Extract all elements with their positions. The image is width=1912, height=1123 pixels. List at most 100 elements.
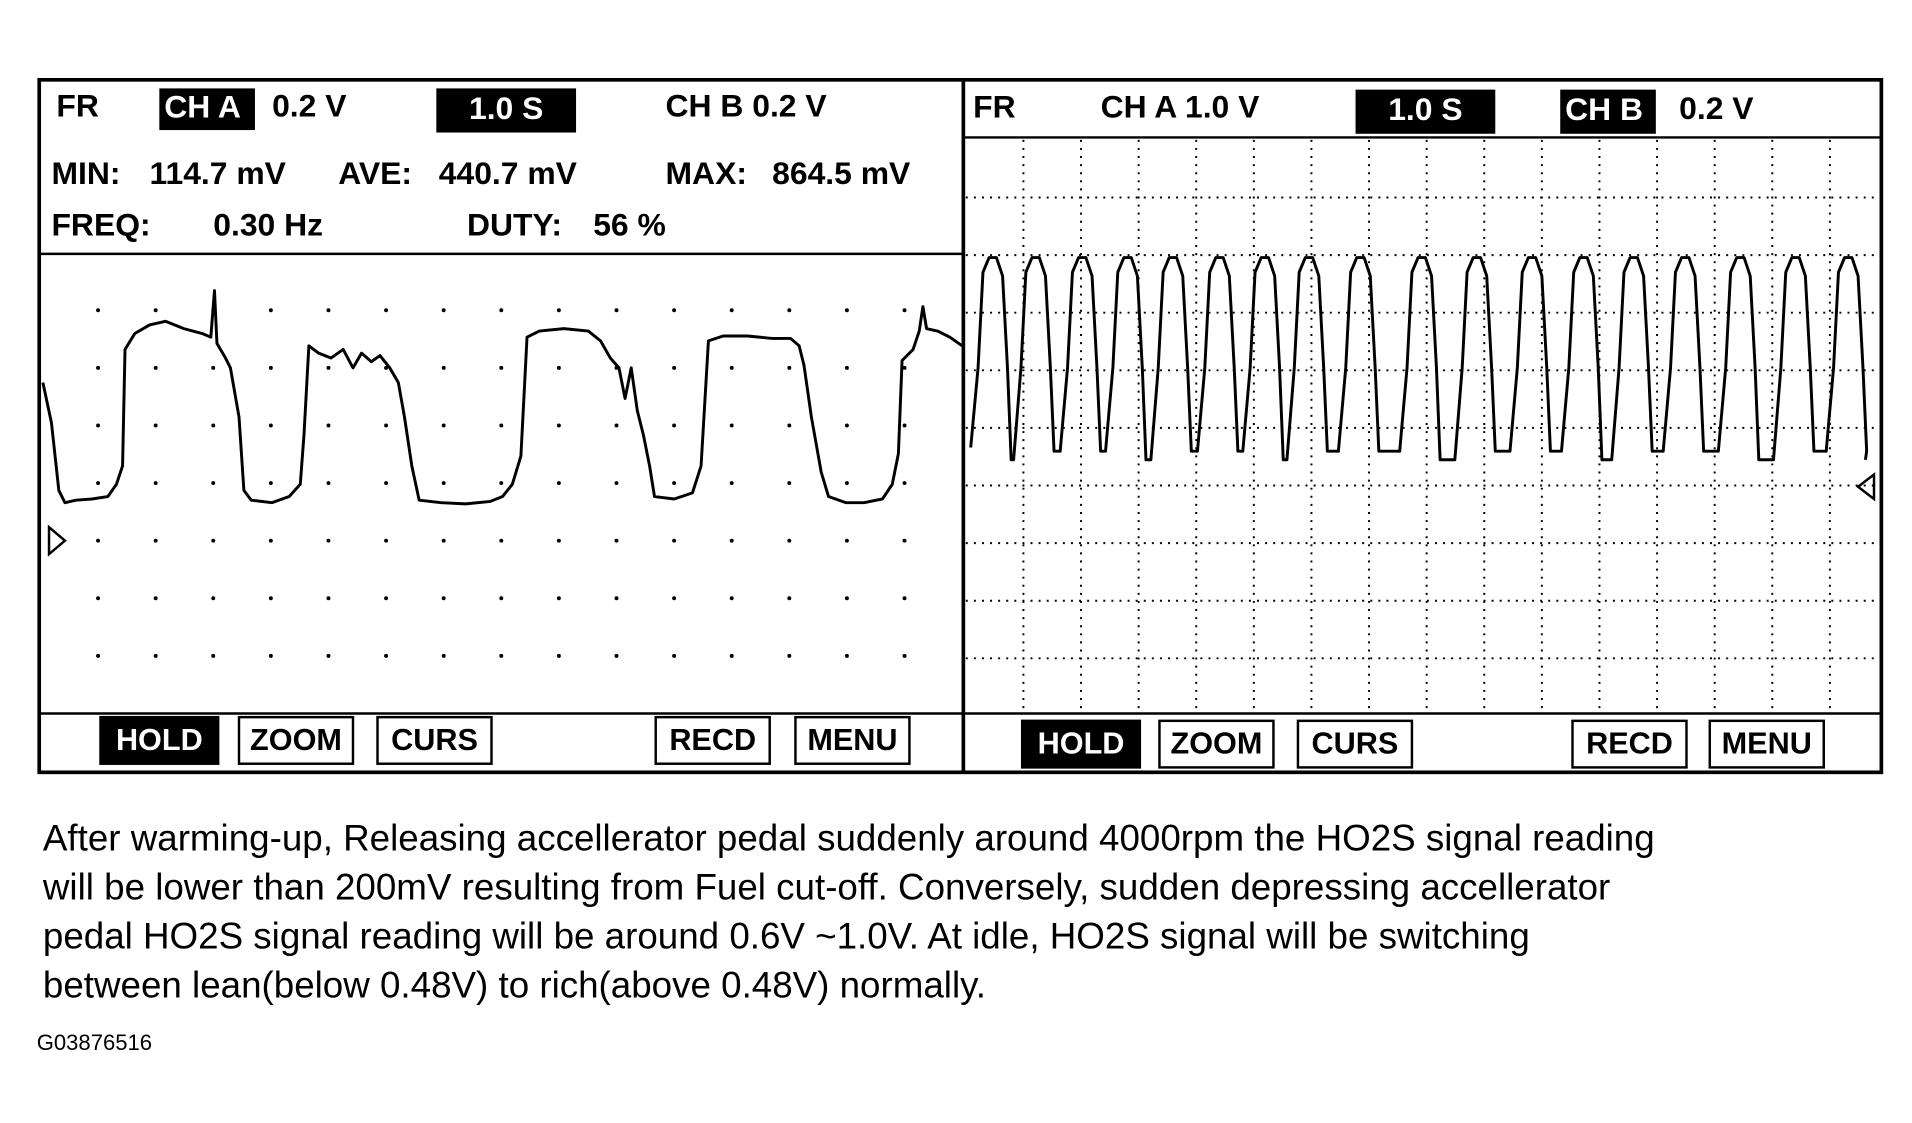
grid-dot bbox=[384, 423, 389, 428]
grid-dot bbox=[902, 596, 907, 601]
channel-label: CH B bbox=[1565, 91, 1643, 127]
button-box bbox=[237, 715, 355, 765]
grid-dot bbox=[729, 308, 734, 313]
grid-dot bbox=[556, 538, 561, 543]
grid-dot bbox=[211, 538, 216, 543]
grid-dot bbox=[499, 308, 504, 313]
button-label[interactable]: ZOOM bbox=[1171, 726, 1263, 760]
grid-dot bbox=[441, 423, 446, 428]
button-label[interactable]: MENU bbox=[807, 723, 897, 757]
button-bar: HOLD ZOOM CURS RECD MENU HOLD ZOOM CURS RECD MENU bbox=[99, 715, 1825, 769]
grid-dot bbox=[268, 481, 273, 486]
grid-dot bbox=[729, 538, 734, 543]
grid-dot bbox=[556, 308, 561, 313]
button-box bbox=[1708, 719, 1825, 769]
grids bbox=[96, 139, 1879, 712]
grid-dot bbox=[153, 365, 158, 370]
grid-dot bbox=[787, 653, 792, 658]
grid-dot bbox=[441, 596, 446, 601]
channel-label: CH A bbox=[164, 89, 241, 125]
stat-value: 114.7 mV bbox=[150, 155, 287, 191]
grid-dot bbox=[326, 653, 331, 658]
caption-line: between lean(below 0.48V) to rich(above … bbox=[43, 965, 986, 1006]
button-label[interactable]: HOLD bbox=[116, 723, 203, 757]
grid-dot bbox=[556, 365, 561, 370]
grid-dot bbox=[384, 365, 389, 370]
button-box bbox=[1296, 719, 1414, 769]
grid-dot bbox=[441, 653, 446, 658]
button-label[interactable]: MENU bbox=[1722, 726, 1812, 760]
grid-dot bbox=[672, 423, 677, 428]
outer-frame bbox=[37, 77, 1884, 775]
grid-dot bbox=[153, 423, 158, 428]
grid-dot bbox=[787, 365, 792, 370]
stat-label: FREQ: bbox=[51, 206, 150, 242]
grid-dot bbox=[326, 365, 331, 370]
grid-dot bbox=[902, 365, 907, 370]
button-label[interactable]: ZOOM bbox=[250, 723, 342, 757]
grid-dot bbox=[556, 653, 561, 658]
grid-dot bbox=[153, 481, 158, 486]
button-box bbox=[654, 715, 771, 765]
grid-dot bbox=[787, 596, 792, 601]
time-scale: 1.0 S bbox=[1388, 91, 1462, 127]
grid-dot bbox=[441, 365, 446, 370]
grid-dot bbox=[441, 538, 446, 543]
grid-dot bbox=[268, 538, 273, 543]
grid-dot bbox=[556, 481, 561, 486]
fr-label: FR bbox=[56, 87, 98, 123]
grid-dot bbox=[614, 538, 619, 543]
grid-dot bbox=[211, 423, 216, 428]
grid-dot bbox=[672, 596, 677, 601]
grid-dot bbox=[326, 538, 331, 543]
button-label[interactable]: RECD bbox=[669, 723, 756, 757]
grid-dot bbox=[153, 596, 158, 601]
grid-dot bbox=[268, 423, 273, 428]
stat-value: 864.5 mV bbox=[772, 155, 911, 191]
stat-label: MAX: bbox=[666, 155, 747, 191]
grid-dot bbox=[384, 308, 389, 313]
grid-dot bbox=[96, 308, 101, 313]
grid-dot bbox=[384, 538, 389, 543]
grid-dot bbox=[844, 308, 849, 313]
stat-label: DUTY: bbox=[467, 206, 562, 242]
grid-dot bbox=[844, 365, 849, 370]
grid-dot bbox=[902, 308, 907, 313]
channel-scale: 0.2 V bbox=[1679, 90, 1754, 126]
grid-dot bbox=[672, 653, 677, 658]
grid-dot bbox=[268, 365, 273, 370]
stat-value: 440.7 mV bbox=[439, 155, 578, 191]
grid-dot bbox=[729, 653, 734, 658]
grid-dot bbox=[499, 481, 504, 486]
grid-dot bbox=[153, 653, 158, 658]
button-box bbox=[376, 715, 493, 765]
trigger-marker bbox=[1856, 471, 1876, 502]
button-label[interactable]: HOLD bbox=[1038, 726, 1125, 760]
stat-value: 0.30 Hz bbox=[213, 206, 323, 242]
button-label[interactable]: RECD bbox=[1586, 726, 1673, 760]
grid-dot bbox=[844, 481, 849, 486]
grid-dot bbox=[844, 596, 849, 601]
grid-dot bbox=[441, 481, 446, 486]
grid-dot bbox=[556, 596, 561, 601]
button-label[interactable]: CURS bbox=[391, 723, 478, 757]
fr-label: FR bbox=[973, 89, 1015, 125]
button-box bbox=[1020, 719, 1142, 769]
grid-dot bbox=[384, 481, 389, 486]
grid-dot bbox=[268, 308, 273, 313]
button-box bbox=[1158, 719, 1275, 769]
grid-dot bbox=[499, 365, 504, 370]
grid-dot bbox=[96, 481, 101, 486]
grid-dot bbox=[96, 596, 101, 601]
stat-label: MIN: bbox=[51, 155, 120, 191]
grid-dot bbox=[211, 481, 216, 486]
grid-dot bbox=[326, 481, 331, 486]
grid-dot bbox=[787, 481, 792, 486]
button-label[interactable]: CURS bbox=[1312, 726, 1399, 760]
grid-dot bbox=[96, 365, 101, 370]
grid-dot bbox=[672, 481, 677, 486]
caption-line: pedal HO2S signal reading will be around… bbox=[43, 916, 1530, 957]
grid-dot bbox=[729, 481, 734, 486]
